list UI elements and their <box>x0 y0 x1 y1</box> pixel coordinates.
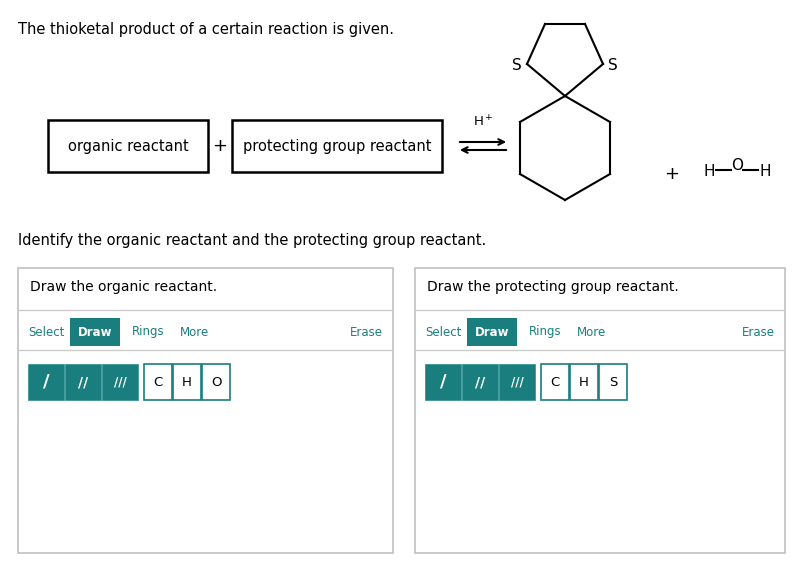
Text: S: S <box>608 59 618 73</box>
Text: //: // <box>78 375 88 389</box>
Text: O: O <box>211 376 221 389</box>
Text: H$^+$: H$^+$ <box>473 115 493 130</box>
Text: organic reactant: organic reactant <box>68 138 189 154</box>
Text: ///: /// <box>511 376 523 389</box>
Bar <box>65 364 101 400</box>
Bar <box>599 364 627 400</box>
Bar <box>425 364 461 400</box>
Bar <box>415 268 785 553</box>
Text: Erase: Erase <box>742 325 775 338</box>
Bar <box>467 318 517 346</box>
Text: Draw the protecting group reactant.: Draw the protecting group reactant. <box>427 280 678 294</box>
Text: Rings: Rings <box>529 325 562 338</box>
Text: //: // <box>475 375 485 389</box>
Bar <box>102 364 138 400</box>
Text: Rings: Rings <box>132 325 165 338</box>
Text: C: C <box>153 376 163 389</box>
Text: More: More <box>577 325 606 338</box>
Bar <box>462 364 498 400</box>
Text: H: H <box>759 163 771 179</box>
Bar <box>541 364 569 400</box>
Text: Draw: Draw <box>78 325 112 338</box>
Text: protecting group reactant: protecting group reactant <box>243 138 431 154</box>
Text: H: H <box>703 163 715 179</box>
Bar <box>144 364 172 400</box>
Text: H: H <box>182 376 192 389</box>
Text: Select: Select <box>28 325 65 338</box>
Text: More: More <box>180 325 209 338</box>
Text: S: S <box>512 59 522 73</box>
Text: The thioketal product of a certain reaction is given.: The thioketal product of a certain react… <box>18 22 394 37</box>
Bar <box>48 120 208 172</box>
Bar <box>499 364 535 400</box>
Bar <box>28 364 64 400</box>
Bar <box>232 120 442 172</box>
Text: Draw the organic reactant.: Draw the organic reactant. <box>30 280 217 294</box>
Text: Identify the organic reactant and the protecting group reactant.: Identify the organic reactant and the pr… <box>18 233 487 248</box>
Text: O: O <box>731 159 743 173</box>
Text: Select: Select <box>425 325 461 338</box>
Text: Erase: Erase <box>350 325 383 338</box>
Text: +: + <box>665 165 679 183</box>
Text: +: + <box>213 137 228 155</box>
Text: /: / <box>42 373 50 391</box>
Bar <box>18 268 393 553</box>
Text: H: H <box>579 376 589 389</box>
Bar <box>173 364 201 400</box>
Bar <box>570 364 598 400</box>
Text: Draw: Draw <box>475 325 509 338</box>
Bar <box>70 318 120 346</box>
Text: C: C <box>551 376 559 389</box>
Bar <box>202 364 230 400</box>
Text: ///: /// <box>113 376 126 389</box>
Text: S: S <box>609 376 617 389</box>
Text: /: / <box>439 373 447 391</box>
